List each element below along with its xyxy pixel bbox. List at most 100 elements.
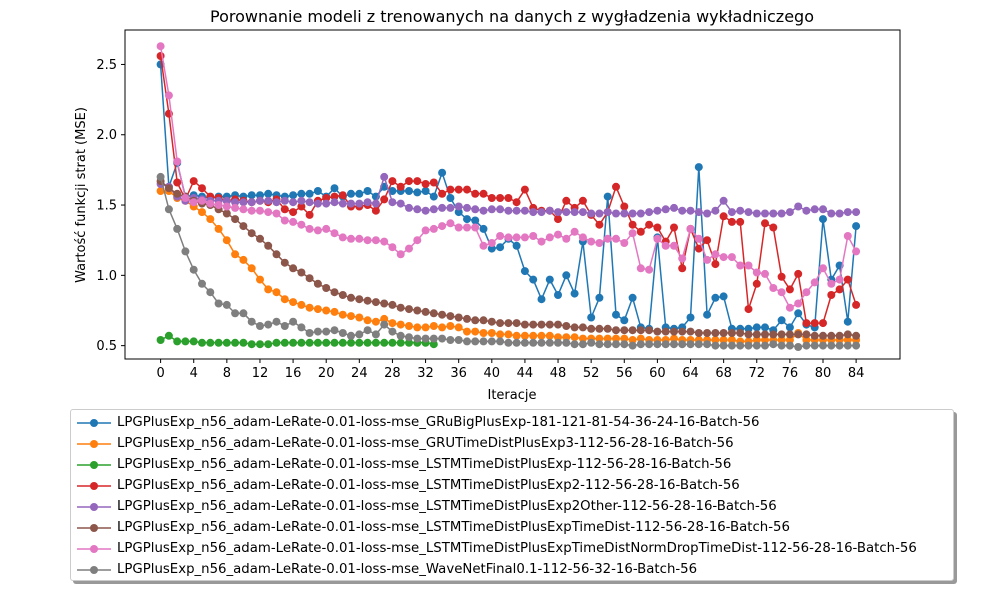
data-point (703, 209, 712, 218)
data-point (421, 334, 430, 343)
data-point (727, 253, 736, 262)
data-point (595, 334, 604, 343)
data-point (454, 223, 463, 232)
data-point (429, 340, 438, 349)
data-point (313, 305, 322, 314)
data-point (421, 206, 430, 215)
data-point (769, 340, 778, 349)
data-point (537, 320, 546, 329)
data-point (338, 329, 347, 337)
data-point (703, 255, 712, 264)
data-point (322, 327, 331, 336)
data-point (256, 196, 264, 205)
data-point (686, 206, 695, 215)
data-point (189, 337, 198, 346)
data-point (239, 205, 248, 214)
legend-item: LPGPlusExp_n56_adam-LeRate-0.01-loss-mse… (71, 475, 953, 496)
data-point (744, 261, 753, 270)
x-tick-label: 8 (223, 366, 231, 381)
data-point (843, 275, 852, 284)
data-point (595, 293, 604, 302)
data-point (827, 209, 836, 218)
data-point (636, 326, 645, 335)
data-point (827, 291, 836, 299)
data-point (355, 199, 364, 208)
legend-swatch (77, 566, 111, 574)
data-point (703, 340, 712, 349)
data-point (239, 338, 248, 347)
data-point (727, 208, 736, 217)
data-point (479, 337, 488, 346)
data-point (396, 331, 405, 340)
data-point (487, 317, 496, 326)
data-point (852, 208, 861, 217)
series-2 (156, 331, 438, 349)
data-point (363, 326, 372, 335)
data-point (338, 199, 347, 208)
data-point (819, 264, 827, 273)
data-point (711, 341, 720, 350)
y-axis-label: Wartość funkcji strat (MSE) (74, 107, 89, 283)
data-point (206, 199, 215, 208)
data-point (827, 331, 836, 340)
data-point (173, 157, 182, 166)
data-point (603, 324, 612, 333)
data-point (198, 184, 206, 193)
data-point (206, 288, 215, 297)
data-point (554, 333, 562, 342)
data-point (247, 191, 256, 200)
data-point (438, 323, 447, 332)
x-tick-label: 56 (616, 366, 633, 381)
data-point (802, 336, 811, 344)
data-point (322, 284, 331, 292)
x-tick-label: 44 (517, 366, 534, 381)
data-point (719, 253, 728, 262)
data-point (620, 239, 629, 247)
data-point (413, 334, 422, 343)
data-point (802, 341, 811, 350)
data-point (380, 338, 389, 347)
data-point (479, 206, 488, 215)
data-point (429, 224, 438, 233)
data-point (355, 295, 364, 304)
data-point (222, 236, 231, 245)
data-point (612, 182, 620, 191)
data-point (264, 241, 273, 250)
data-point (661, 327, 670, 336)
series-line-2 (160, 334, 434, 345)
data-point (628, 326, 637, 335)
data-point (347, 199, 355, 208)
data-point (843, 330, 852, 339)
data-point (835, 285, 844, 294)
data-point (371, 206, 380, 215)
data-point (330, 288, 339, 297)
legend-swatch (77, 419, 111, 427)
x-tick-label: 20 (318, 366, 335, 381)
data-point (479, 329, 488, 337)
data-point (777, 336, 786, 344)
data-point (313, 279, 322, 288)
data-point (413, 177, 422, 186)
data-point (686, 327, 695, 336)
data-point (612, 234, 620, 243)
data-point (537, 338, 546, 347)
data-point (595, 340, 604, 349)
data-point (239, 255, 248, 264)
data-point (612, 326, 620, 335)
data-point (570, 227, 579, 236)
data-point (454, 336, 463, 344)
data-point (587, 313, 596, 322)
data-point (471, 189, 480, 198)
data-point (761, 330, 769, 339)
data-point (794, 269, 803, 278)
data-point (330, 338, 339, 347)
data-point (686, 224, 695, 233)
data-point (636, 334, 645, 343)
data-point (322, 306, 331, 315)
x-tick-label: 16 (285, 366, 302, 381)
legend-item: LPGPlusExp_n56_adam-LeRate-0.01-loss-mse… (71, 538, 953, 559)
data-point (703, 329, 712, 337)
data-point (752, 323, 761, 332)
data-point (827, 341, 836, 350)
data-point (164, 184, 173, 193)
